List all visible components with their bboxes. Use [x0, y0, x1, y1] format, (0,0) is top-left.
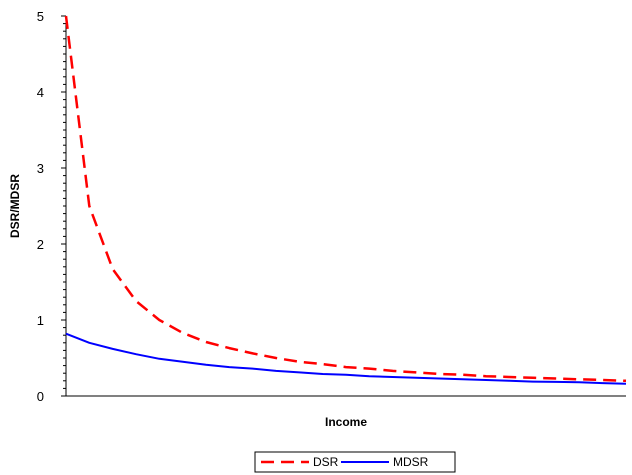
series-layer — [64, 15, 627, 385]
y-tick-label: 1 — [37, 313, 44, 328]
series-line-mdsr — [65, 332, 627, 385]
y-tick-label: 4 — [37, 85, 44, 100]
legend-label-mdsr: MDSR — [393, 455, 429, 469]
y-axis-title: DSR/MDSR — [8, 174, 22, 238]
legend: DSR MDSR — [254, 451, 456, 473]
x-axis-title: Income — [325, 415, 367, 429]
axes: 0 1 2 3 4 5 — [37, 9, 626, 404]
series-line-dsr — [64, 15, 627, 383]
y-tick-label: 3 — [37, 161, 44, 176]
y-tick-label: 0 — [37, 389, 44, 404]
y-tick-label: 2 — [37, 237, 44, 252]
y-tick-label: 5 — [37, 9, 44, 24]
legend-label-dsr: DSR — [313, 455, 339, 469]
